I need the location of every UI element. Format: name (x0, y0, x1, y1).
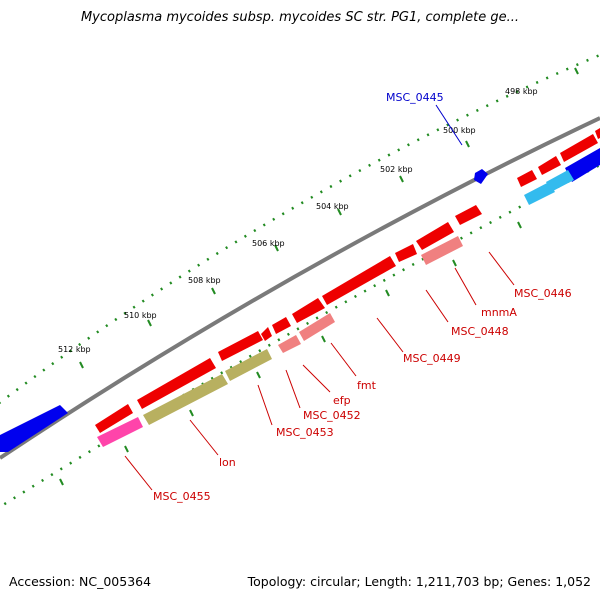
gene-label-msc0452: MSC_0452 (303, 409, 361, 422)
kbp-label: 500 kbp (443, 126, 476, 135)
outer-major-ticks (79, 67, 579, 369)
gene-label-lon: lon (219, 456, 236, 469)
map-title: Mycoplasma mycoides subsp. mycoides SC s… (80, 10, 520, 25)
gene-mnma (421, 236, 463, 265)
inner-tick-ring (0, 163, 600, 509)
kbp-label: 508 kbp (188, 276, 221, 285)
kbp-label: 512 kbp (58, 345, 91, 354)
forward-genes (95, 128, 600, 433)
gene-label-msc0449: MSC_0449 (403, 352, 461, 365)
kbp-label: 506 kbp (252, 239, 285, 248)
gene-labels: MSC_0445 MSC_0446 mnmA MSC_0448 MSC_0449… (153, 91, 572, 503)
kbp-label: 502 kbp (380, 165, 413, 174)
gene-label-mnma: mnmA (481, 306, 517, 319)
gene-cyan-2 (546, 170, 574, 192)
gene-msc0452 (278, 335, 301, 353)
gene-cyan-1 (524, 182, 555, 205)
gene-reverse-left (0, 405, 68, 452)
gene-label-msc0446: MSC_0446 (514, 287, 572, 300)
genome-backbone (0, 116, 600, 460)
kbp-label: 498 kbp (505, 87, 538, 96)
gene-label-msc0445: MSC_0445 (386, 91, 444, 104)
gene-msc0455 (97, 417, 143, 447)
kbp-label: 510 kbp (124, 311, 157, 320)
outer-tick-ring (0, 53, 600, 405)
gene-reverse-right (565, 148, 600, 182)
gene-label-fmt: fmt (357, 379, 377, 392)
gene-efp (299, 313, 335, 341)
leader-lines (124, 104, 515, 491)
gene-msc0453 (225, 349, 272, 381)
accession-text: Accession: NC_005364 (9, 574, 152, 589)
gene-msc0445 (474, 169, 488, 184)
gene-lon (143, 374, 228, 425)
gene-label-msc0455: MSC_0455 (153, 490, 211, 503)
inner-major-ticks (59, 221, 522, 486)
gene-label-msc0453: MSC_0453 (276, 426, 334, 439)
gene-label-efp: efp (333, 394, 351, 407)
kbp-labels: 498 kbp 500 kbp 502 kbp 504 kbp 506 kbp … (58, 87, 538, 354)
genome-summary-text: Topology: circular; Length: 1,211,703 bp… (247, 574, 591, 589)
gene-label-msc0448: MSC_0448 (451, 325, 509, 338)
kbp-label: 504 kbp (316, 202, 349, 211)
